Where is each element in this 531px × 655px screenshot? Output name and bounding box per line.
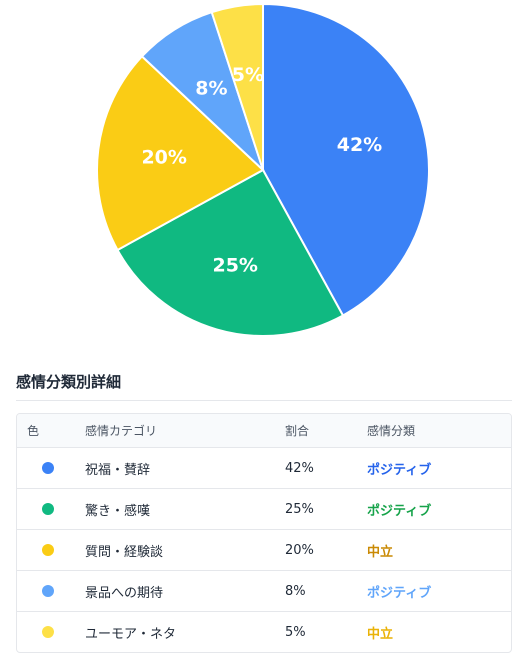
table-row: ユーモア・ネタ 5% 中立 bbox=[17, 611, 511, 652]
slice-label-3: 8% bbox=[195, 78, 227, 100]
category-cell: 景品への期待 bbox=[85, 585, 164, 601]
color-cell bbox=[17, 612, 79, 652]
classification-cell: 中立 bbox=[367, 544, 394, 560]
ratio-cell: 8% bbox=[285, 583, 306, 599]
table-header-row: 色 感情カテゴリ 割合 感情分類 bbox=[17, 414, 511, 447]
color-cell bbox=[17, 571, 79, 611]
pie-slice-2 bbox=[96, 54, 265, 252]
category-cell: 祝福・賛辞 bbox=[85, 462, 151, 478]
color-dot bbox=[42, 462, 54, 474]
color-dot bbox=[42, 544, 54, 556]
ratio-cell: 20% bbox=[285, 542, 314, 558]
color-dot bbox=[42, 626, 54, 638]
slice-label-2: 20% bbox=[141, 147, 186, 169]
category-cell: 驚き・感嘆 bbox=[85, 503, 151, 519]
ratio-cell: 42% bbox=[285, 460, 314, 476]
header-color: 色 bbox=[27, 424, 40, 438]
table-row: 祝福・賛辞 42% ポジティブ bbox=[17, 447, 511, 488]
category-cell: ユーモア・ネタ bbox=[85, 626, 177, 642]
section-divider bbox=[16, 400, 512, 401]
pie-slice-0 bbox=[262, 2, 430, 317]
ratio-cell: 5% bbox=[285, 624, 306, 640]
table-row: 質問・経験談 20% 中立 bbox=[17, 529, 511, 570]
classification-cell: ポジティブ bbox=[367, 503, 432, 519]
color-dot bbox=[42, 503, 54, 515]
category-cell: 質問・経験談 bbox=[85, 544, 164, 560]
slice-label-4: 5% bbox=[232, 64, 264, 86]
header-classification: 感情分類 bbox=[367, 424, 416, 438]
pie-slice-1 bbox=[116, 168, 345, 337]
header-ratio: 割合 bbox=[285, 424, 310, 438]
color-cell bbox=[17, 530, 79, 570]
section-title: 感情分類別詳細 bbox=[16, 373, 122, 391]
classification-cell: ポジティブ bbox=[367, 462, 432, 478]
slice-label-1: 25% bbox=[212, 255, 257, 277]
color-dot bbox=[42, 585, 54, 597]
emotion-pie-chart: 42% 25% 20% 8%5% bbox=[96, 2, 430, 337]
table-row: 驚き・感嘆 25% ポジティブ bbox=[17, 488, 511, 529]
pie-slice-4 bbox=[210, 2, 264, 171]
color-cell bbox=[17, 448, 79, 488]
header-category: 感情カテゴリ bbox=[85, 424, 158, 438]
slice-label-0: 42% bbox=[337, 134, 382, 156]
detail-table: 色 感情カテゴリ 割合 感情分類 祝福・賛辞 42% ポジティブ 驚き・感嘆 2… bbox=[16, 413, 512, 653]
classification-cell: 中立 bbox=[367, 626, 394, 642]
color-cell bbox=[17, 489, 79, 529]
classification-cell: ポジティブ bbox=[367, 585, 432, 601]
ratio-cell: 25% bbox=[285, 501, 314, 517]
table-row: 景品への期待 8% ポジティブ bbox=[17, 570, 511, 611]
